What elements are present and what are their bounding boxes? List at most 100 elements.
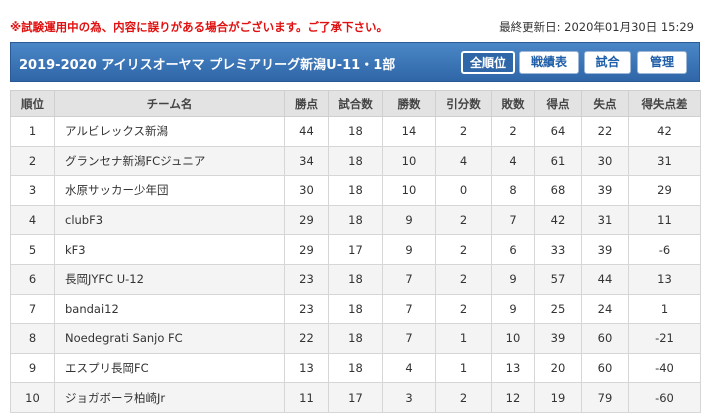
goals-against-cell: 60 (581, 323, 629, 354)
losses-cell: 13 (491, 352, 535, 384)
top-info-bar: ※試験運用中の為、内容に誤りがある場合がございます。ご了承下さい。 最終更新日:… (6, 19, 706, 35)
col-goals-for: 得点 (534, 90, 582, 117)
played-cell: 17 (328, 234, 383, 265)
played-cell: 18 (328, 116, 383, 147)
wins-cell: 3 (382, 382, 436, 413)
trial-notice: ※試験運用中の為、内容に誤りがある場合がございます。ご了承下さい。 (10, 20, 389, 34)
points-cell: 13 (284, 352, 329, 384)
played-cell: 18 (328, 204, 383, 236)
goals-against-cell: 31 (581, 204, 629, 236)
wins-cell: 4 (382, 352, 436, 384)
goals-for-cell: 19 (534, 382, 582, 413)
rank-cell: 6 (10, 263, 55, 295)
rank-cell: 9 (10, 352, 55, 384)
wins-cell: 10 (382, 145, 436, 177)
goals-against-cell: 79 (581, 382, 629, 413)
goals-for-cell: 33 (534, 234, 582, 265)
draws-cell: 1 (435, 323, 492, 354)
table-row: 8 Noedegrati Sanjo FC 22 18 7 1 10 39 60 -21 (10, 323, 701, 354)
losses-cell: 4 (491, 145, 535, 177)
draws-cell: 1 (435, 352, 492, 384)
table-row: 1 アルビレックス新潟 44 18 14 2 2 64 22 42 (10, 116, 701, 147)
table-row: 10 ジョガボーラ柏崎Jr 11 17 3 2 12 19 79 -60 (10, 382, 701, 413)
goals-against-cell: 60 (581, 352, 629, 384)
played-cell: 17 (328, 382, 383, 413)
goals-against-cell: 39 (581, 175, 629, 206)
team-name-cell[interactable]: kF3 (54, 234, 285, 265)
team-name-cell[interactable]: エスプリ長岡FC (54, 352, 285, 384)
rank-cell: 8 (10, 323, 55, 354)
rank-cell: 5 (10, 234, 55, 265)
played-cell: 18 (328, 145, 383, 177)
table-row: 7 bandai12 23 18 7 2 9 25 24 1 (10, 293, 701, 325)
goals-for-cell: 68 (534, 175, 582, 206)
col-played: 試合数 (328, 90, 383, 117)
matches-button[interactable]: 試合 (584, 51, 631, 74)
table-row: 6 長岡JYFC U-12 23 18 7 2 9 57 44 13 (10, 263, 701, 295)
losses-cell: 6 (491, 234, 535, 265)
table-header-row: 順位 チーム名 勝点 試合数 勝数 引分数 敗数 得点 失点 得失点差 (10, 90, 701, 117)
team-name-cell[interactable]: アルビレックス新潟 (54, 116, 285, 147)
points-cell: 22 (284, 323, 329, 354)
col-team: チーム名 (54, 90, 285, 117)
last-updated: 最終更新日: 2020年01月30日 15:29 (499, 20, 694, 34)
goal-diff-cell: -60 (628, 382, 701, 413)
team-name-cell[interactable]: bandai12 (54, 293, 285, 325)
played-cell: 18 (328, 175, 383, 206)
wins-cell: 7 (382, 293, 436, 325)
wins-cell: 7 (382, 323, 436, 354)
team-name-cell[interactable]: ジョガボーラ柏崎Jr (54, 382, 285, 413)
goals-for-cell: 57 (534, 263, 582, 295)
losses-cell: 12 (491, 382, 535, 413)
table-row: 5 kF3 29 17 9 2 6 33 39 -6 (10, 234, 701, 265)
points-cell: 29 (284, 234, 329, 265)
col-rank: 順位 (10, 90, 55, 117)
team-name-cell[interactable]: グランセナ新潟FCジュニア (54, 145, 285, 177)
losses-cell: 9 (491, 263, 535, 295)
played-cell: 18 (328, 263, 383, 295)
goal-diff-cell: -21 (628, 323, 701, 354)
league-header: 2019-2020 アイリスオーヤマ プレミアリーグ新潟U-11・1部 全順位 … (10, 42, 700, 82)
wins-cell: 10 (382, 175, 436, 206)
team-name-cell[interactable]: 長岡JYFC U-12 (54, 263, 285, 295)
losses-cell: 2 (491, 116, 535, 147)
wins-cell: 9 (382, 234, 436, 265)
standings-table: 順位 チーム名 勝点 試合数 勝数 引分数 敗数 得点 失点 得失点差 1 アルビ… (10, 90, 701, 413)
losses-cell: 9 (491, 293, 535, 325)
col-draws: 引分数 (435, 90, 492, 117)
team-name-cell[interactable]: clubF3 (54, 204, 285, 236)
all-standings-button[interactable]: 全順位 (461, 51, 515, 74)
draws-cell: 2 (435, 116, 492, 147)
goal-diff-cell: -40 (628, 352, 701, 384)
col-losses: 敗数 (491, 90, 535, 117)
draws-cell: 2 (435, 234, 492, 265)
goal-diff-cell: 31 (628, 145, 701, 177)
rank-cell: 1 (10, 116, 55, 147)
goals-for-cell: 39 (534, 323, 582, 354)
points-cell: 23 (284, 263, 329, 295)
goals-against-cell: 44 (581, 263, 629, 295)
wins-cell: 9 (382, 204, 436, 236)
played-cell: 18 (328, 323, 383, 354)
goals-against-cell: 24 (581, 293, 629, 325)
table-row: 2 グランセナ新潟FCジュニア 34 18 10 4 4 61 30 31 (10, 145, 701, 177)
goals-for-cell: 64 (534, 116, 582, 147)
goal-diff-cell: 1 (628, 293, 701, 325)
league-title: 2019-2020 アイリスオーヤマ プレミアリーグ新潟U-11・1部 (19, 58, 396, 73)
goal-diff-cell: -6 (628, 234, 701, 265)
losses-cell: 10 (491, 323, 535, 354)
losses-cell: 7 (491, 204, 535, 236)
team-name-cell[interactable]: 水原サッカー少年団 (54, 175, 285, 206)
points-cell: 34 (284, 145, 329, 177)
goal-diff-cell: 13 (628, 263, 701, 295)
draws-cell: 4 (435, 145, 492, 177)
wins-cell: 14 (382, 116, 436, 147)
points-cell: 44 (284, 116, 329, 147)
goals-against-cell: 22 (581, 116, 629, 147)
points-cell: 30 (284, 175, 329, 206)
losses-cell: 8 (491, 175, 535, 206)
team-name-cell[interactable]: Noedegrati Sanjo FC (54, 323, 285, 354)
admin-button[interactable]: 管理 (637, 51, 687, 74)
results-table-button[interactable]: 戦績表 (519, 51, 579, 74)
goals-for-cell: 25 (534, 293, 582, 325)
